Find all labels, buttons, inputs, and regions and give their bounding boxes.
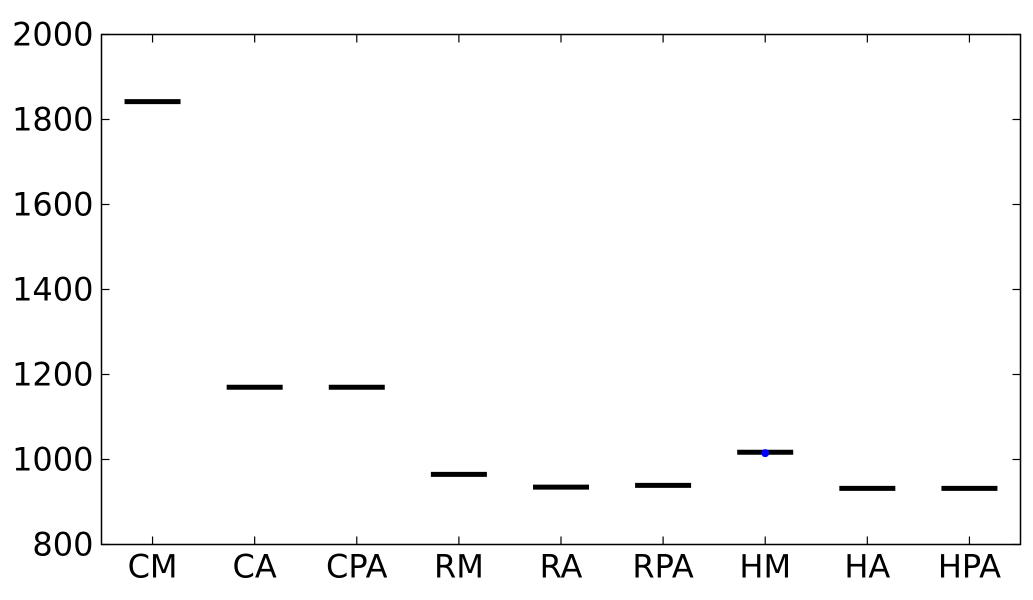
- x-tick-label: RPA: [632, 548, 693, 586]
- x-tick-label: RM: [434, 548, 484, 586]
- y-tick-label: 1000: [12, 441, 93, 479]
- y-tick-label: 800: [32, 526, 93, 564]
- outlier-point: [761, 449, 770, 458]
- y-axis: 800 1000 1200 1400 1600 1800 2000: [12, 16, 1021, 564]
- median-markers: [124, 99, 998, 491]
- y-tick-label: 1200: [12, 356, 93, 394]
- x-tick-label: CPA: [326, 548, 388, 586]
- x-tick-label: CM: [128, 548, 178, 586]
- outlier-points: [761, 449, 770, 458]
- x-axis: CM CA CPA RM RA RPA HM HA HPA: [128, 34, 1001, 586]
- y-tick-label: 1400: [12, 271, 93, 309]
- x-tick-label: RA: [540, 548, 583, 586]
- x-tick-label: HM: [739, 548, 791, 586]
- y-tick-label: 1600: [12, 186, 93, 224]
- plot-area: [100, 33, 1022, 546]
- x-tick-label: HPA: [938, 548, 1001, 586]
- y-tick-label: 1800: [12, 101, 93, 139]
- x-tick-label: HA: [844, 548, 890, 586]
- x-tick-label: CA: [233, 548, 277, 586]
- y-tick-label: 2000: [12, 16, 93, 54]
